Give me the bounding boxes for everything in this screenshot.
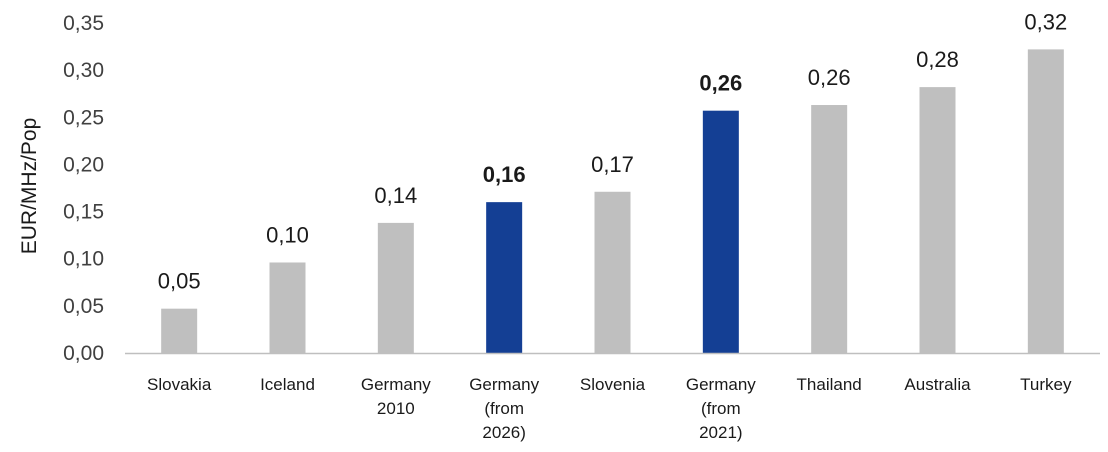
x-tick-label: Thailand <box>797 375 862 394</box>
x-tick-label: Slovenia <box>580 375 646 394</box>
x-tick-label: Turkey <box>1020 375 1072 394</box>
data-label: 0,05 <box>158 269 201 294</box>
y-axis-title: EUR/MHz/Pop <box>18 118 41 255</box>
y-tick-label: 0,10 <box>63 248 104 271</box>
x-tick-label: Germany (from 2021) <box>686 375 756 442</box>
y-tick-label: 0,15 <box>63 201 104 224</box>
y-tick-label: 0,30 <box>63 59 104 82</box>
data-label: 0,17 <box>591 152 634 177</box>
y-axis-ticks: 0,00 0,05 0,10 0,15 0,20 0,25 0,30 0,35 <box>63 12 104 365</box>
data-label: 0,16 <box>483 162 526 187</box>
x-tick-label: Germany (from 2026) <box>469 375 539 442</box>
bar <box>702 110 739 353</box>
x-tick-label: Iceland <box>260 375 315 394</box>
data-labels: 0,05 0,10 0,14 0,16 0,17 0,26 0,26 0,28 0,32 <box>158 9 1067 293</box>
bar <box>486 202 523 353</box>
bar <box>811 105 848 354</box>
bar <box>594 191 631 353</box>
data-label: 0,14 <box>374 183 417 208</box>
x-tick-label: Germany 2010 <box>361 375 431 418</box>
data-label: 0,32 <box>1024 9 1067 34</box>
data-label: 0,10 <box>266 222 309 247</box>
bar <box>919 87 956 353</box>
data-label: 0,28 <box>916 47 959 72</box>
bar <box>161 308 198 353</box>
y-tick-label: 0,25 <box>63 106 104 129</box>
bar <box>377 222 414 353</box>
bar <box>1027 49 1064 354</box>
bars <box>161 49 1064 354</box>
x-axis-labels: Slovakia Iceland Germany 2010 Germany (from 20… <box>147 375 1072 442</box>
y-tick-label: 0,20 <box>63 153 104 176</box>
x-tick-label: Slovakia <box>147 375 212 394</box>
y-tick-label: 0,35 <box>63 12 104 35</box>
x-tick-label: Australia <box>904 375 971 394</box>
data-label: 0,26 <box>699 71 742 96</box>
y-tick-label: 0,00 <box>63 342 104 365</box>
bar <box>269 262 306 353</box>
y-tick-label: 0,05 <box>63 295 104 318</box>
data-label: 0,26 <box>808 65 851 90</box>
